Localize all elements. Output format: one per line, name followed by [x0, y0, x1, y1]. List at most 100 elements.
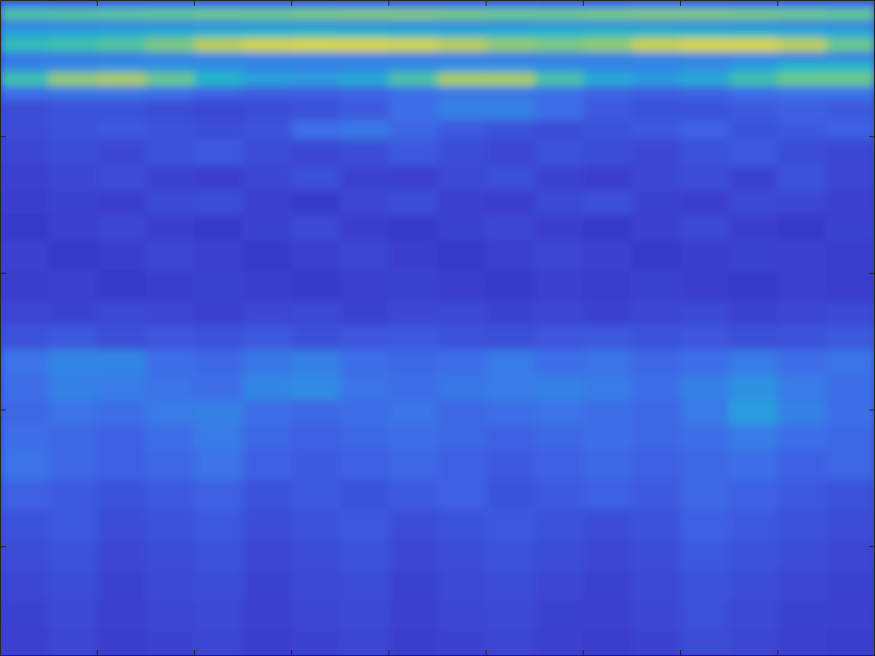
heat-cell: [438, 301, 487, 326]
heat-cell: [632, 570, 681, 601]
heat-cell: [438, 374, 487, 401]
heat-cell: [292, 325, 341, 350]
heat-cell: [583, 27, 632, 39]
heat-cell: [826, 600, 875, 631]
heat-cell: [729, 301, 778, 326]
heat-cell: [49, 190, 98, 215]
heat-cell: [0, 301, 49, 326]
heat-cell: [0, 480, 49, 511]
heat-cell: [632, 139, 681, 166]
heat-cell: [292, 62, 341, 74]
x-tick: [777, 650, 778, 656]
heat-cell: [194, 165, 243, 190]
heat-cell: [438, 480, 487, 511]
heat-cell: [243, 570, 292, 601]
heat-cell: [778, 510, 827, 541]
heat-cell: [778, 425, 827, 450]
heat-cell: [243, 271, 292, 302]
heat-cell: [826, 350, 875, 375]
heat-cell: [97, 374, 146, 401]
heat-cell: [535, 480, 584, 511]
heat-cell: [194, 190, 243, 215]
heat-cell: [194, 510, 243, 541]
heat-cell: [194, 120, 243, 140]
heat-cell: [0, 600, 49, 631]
heat-cell: [97, 510, 146, 541]
heat-cell: [49, 0, 98, 9]
heat-cell: [632, 120, 681, 140]
plot-background: [0, 0, 875, 656]
heat-cell: [583, 100, 632, 121]
heat-cell: [632, 301, 681, 326]
heat-cell: [340, 62, 389, 74]
heat-cell: [778, 301, 827, 326]
heat-cell: [194, 271, 243, 302]
heat-cell: [292, 0, 341, 9]
heat-cell: [389, 21, 438, 28]
heat-cell: [826, 480, 875, 511]
heat-cell: [146, 374, 195, 401]
heat-cell: [49, 301, 98, 326]
heat-cell: [389, 325, 438, 350]
heat-cell: [583, 52, 632, 62]
heat-cell: [97, 52, 146, 62]
heat-cell: [49, 400, 98, 425]
heat-cell: [681, 120, 730, 140]
heat-cell: [632, 38, 681, 52]
heat-cell: [243, 190, 292, 215]
heat-cell: [632, 190, 681, 215]
heat-cell: [49, 27, 98, 39]
heat-cell: [778, 165, 827, 190]
heat-cell: [535, 0, 584, 9]
heat-cell: [778, 480, 827, 511]
heat-cell: [486, 570, 535, 601]
heat-cell: [729, 600, 778, 631]
x-tick: [97, 0, 98, 6]
heat-cell: [340, 630, 389, 656]
heat-cell: [0, 215, 49, 242]
heat-cell: [632, 86, 681, 100]
heat-cell: [486, 374, 535, 401]
heat-cell: [778, 271, 827, 302]
heat-cell: [632, 21, 681, 28]
heat-cell: [0, 100, 49, 121]
heat-cell: [292, 480, 341, 511]
heat-cell: [486, 86, 535, 100]
heat-cell: [49, 570, 98, 601]
heat-cell: [681, 325, 730, 350]
heat-cell: [146, 8, 195, 21]
x-tick: [194, 0, 195, 6]
heat-cell: [826, 8, 875, 21]
heat-cell: [146, 570, 195, 601]
heat-cell: [389, 38, 438, 52]
heat-cell: [535, 27, 584, 39]
heat-cell: [389, 120, 438, 140]
heat-cell: [389, 425, 438, 450]
heat-cell: [194, 400, 243, 425]
x-tick: [680, 650, 681, 656]
heat-cell: [49, 165, 98, 190]
heat-cell: [243, 215, 292, 242]
heat-cell: [632, 480, 681, 511]
heat-cell: [49, 215, 98, 242]
heat-cell: [438, 52, 487, 62]
heat-cell: [486, 241, 535, 272]
heat-cell: [681, 241, 730, 272]
heat-cell: [535, 120, 584, 140]
heat-cell: [340, 350, 389, 375]
heat-cell: [292, 600, 341, 631]
heat-cell: [194, 450, 243, 481]
axes: [0, 0, 875, 656]
heat-cell: [0, 21, 49, 28]
heat-cell: [194, 241, 243, 272]
heat-cell: [583, 72, 632, 86]
heat-cell: [243, 540, 292, 571]
heat-cell: [826, 165, 875, 190]
heat-cell: [292, 570, 341, 601]
heat-cell: [681, 350, 730, 375]
heat-cell: [49, 425, 98, 450]
heat-cell: [340, 325, 389, 350]
heat-cell: [146, 600, 195, 631]
x-tick: [291, 650, 292, 656]
heat-cell: [535, 190, 584, 215]
